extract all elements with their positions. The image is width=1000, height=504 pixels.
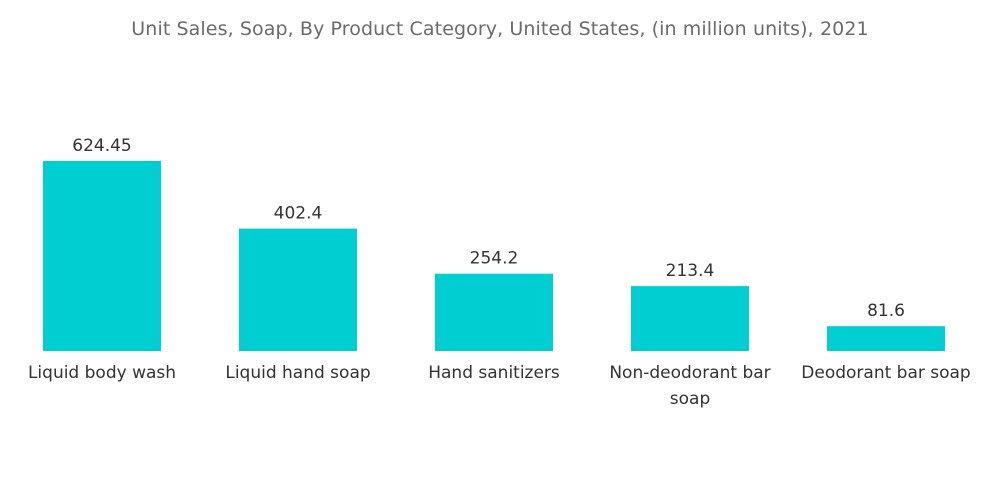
- bar-1: [239, 228, 357, 351]
- bar-0: [43, 161, 161, 351]
- value-label-4: 81.6: [867, 301, 905, 321]
- category-label-2: Hand sanitizers: [428, 363, 560, 383]
- category-label-1: Liquid hand soap: [225, 363, 370, 383]
- category-label-0: Liquid body wash: [28, 363, 176, 383]
- value-label-1: 402.4: [274, 204, 323, 224]
- chart-title: Unit Sales, Soap, By Product Category, U…: [131, 18, 869, 40]
- value-label-2: 254.2: [470, 249, 519, 269]
- bar-4: [827, 326, 945, 351]
- bar-3: [631, 286, 749, 351]
- category-label-4: Deodorant bar soap: [801, 363, 970, 383]
- value-label-3: 213.4: [666, 261, 715, 281]
- bar-2: [435, 273, 553, 351]
- value-label-0: 624.45: [72, 136, 131, 156]
- category-label-3-line-1: soap: [670, 389, 710, 409]
- category-label-3-line-0: Non-deodorant bar: [609, 363, 770, 383]
